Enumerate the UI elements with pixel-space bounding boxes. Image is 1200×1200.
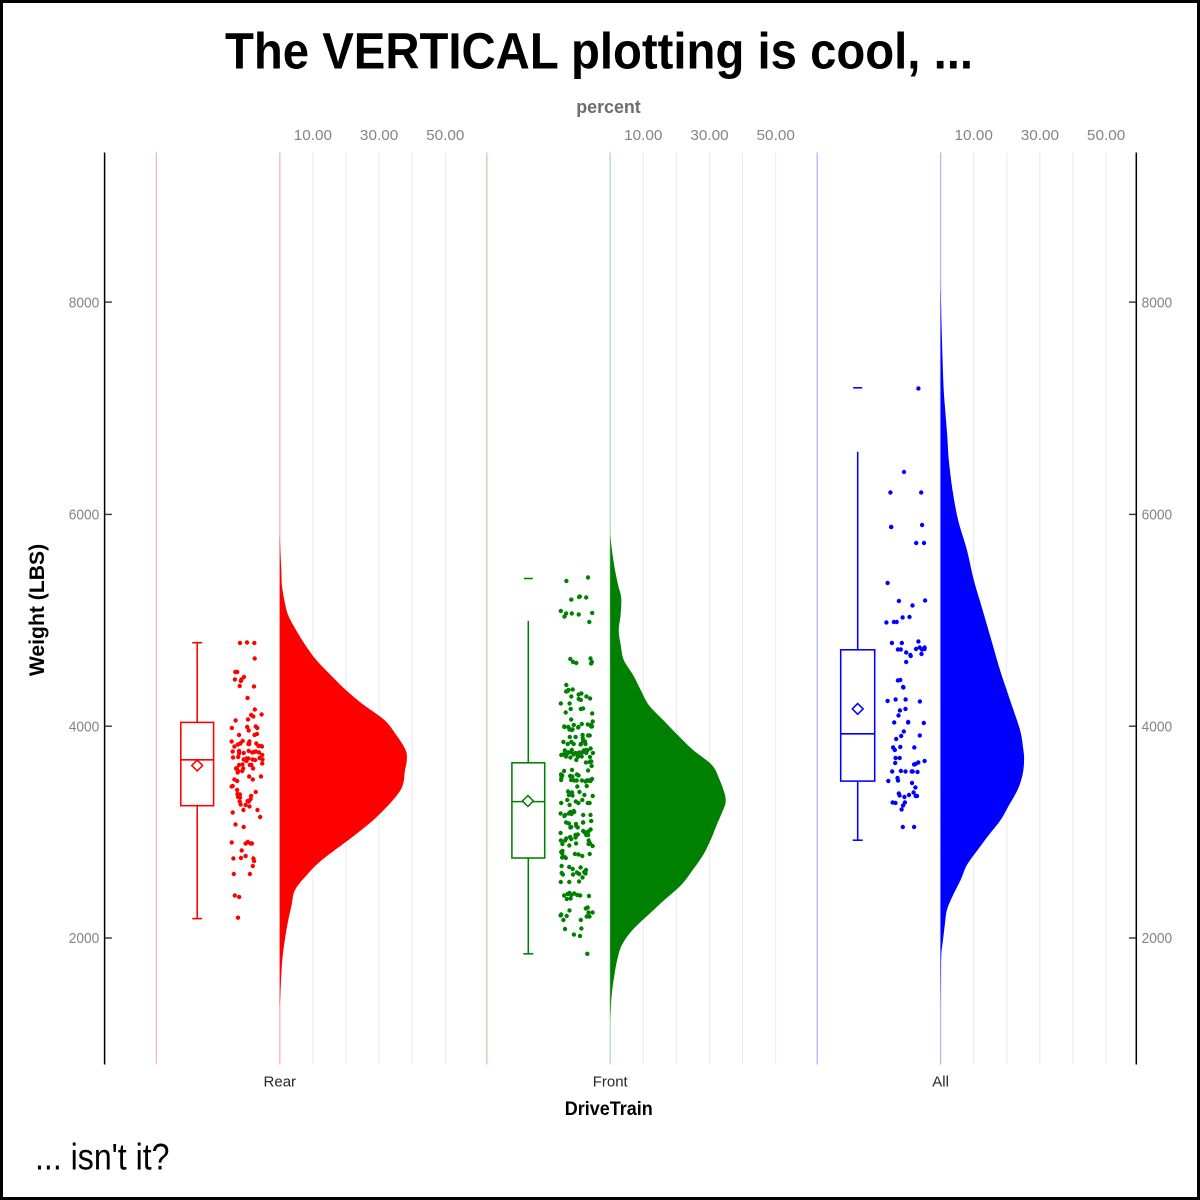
svg-text:Rear: Rear — [264, 1074, 297, 1091]
svg-text:percent: percent — [576, 97, 641, 117]
svg-text:10.00: 10.00 — [955, 127, 993, 144]
svg-text:8000: 8000 — [1142, 294, 1173, 311]
svg-text:6000: 6000 — [1142, 507, 1173, 524]
svg-text:Weight (LBS): Weight (LBS) — [26, 544, 49, 676]
svg-text:30.00: 30.00 — [690, 127, 728, 144]
svg-text:10.00: 10.00 — [294, 127, 332, 144]
svg-text:DriveTrain: DriveTrain — [565, 1098, 653, 1120]
svg-text:6000: 6000 — [69, 507, 100, 524]
svg-text:4000: 4000 — [1142, 718, 1173, 735]
svg-text:All: All — [932, 1074, 949, 1091]
svg-text:30.00: 30.00 — [1021, 127, 1059, 144]
svg-text:10.00: 10.00 — [624, 127, 662, 144]
svg-text:2000: 2000 — [1142, 930, 1173, 947]
svg-text:4000: 4000 — [69, 718, 100, 735]
svg-text:Front: Front — [593, 1074, 629, 1091]
svg-text:The VERTICAL plotting is cool,: The VERTICAL plotting is cool, ... — [225, 22, 973, 79]
svg-text:50.00: 50.00 — [757, 127, 795, 144]
svg-text:... isn't it?: ... isn't it? — [35, 1136, 170, 1177]
svg-text:50.00: 50.00 — [1087, 127, 1125, 144]
svg-text:2000: 2000 — [69, 930, 100, 947]
svg-text:50.00: 50.00 — [426, 127, 464, 144]
svg-text:30.00: 30.00 — [360, 127, 398, 144]
svg-text:8000: 8000 — [69, 294, 100, 311]
